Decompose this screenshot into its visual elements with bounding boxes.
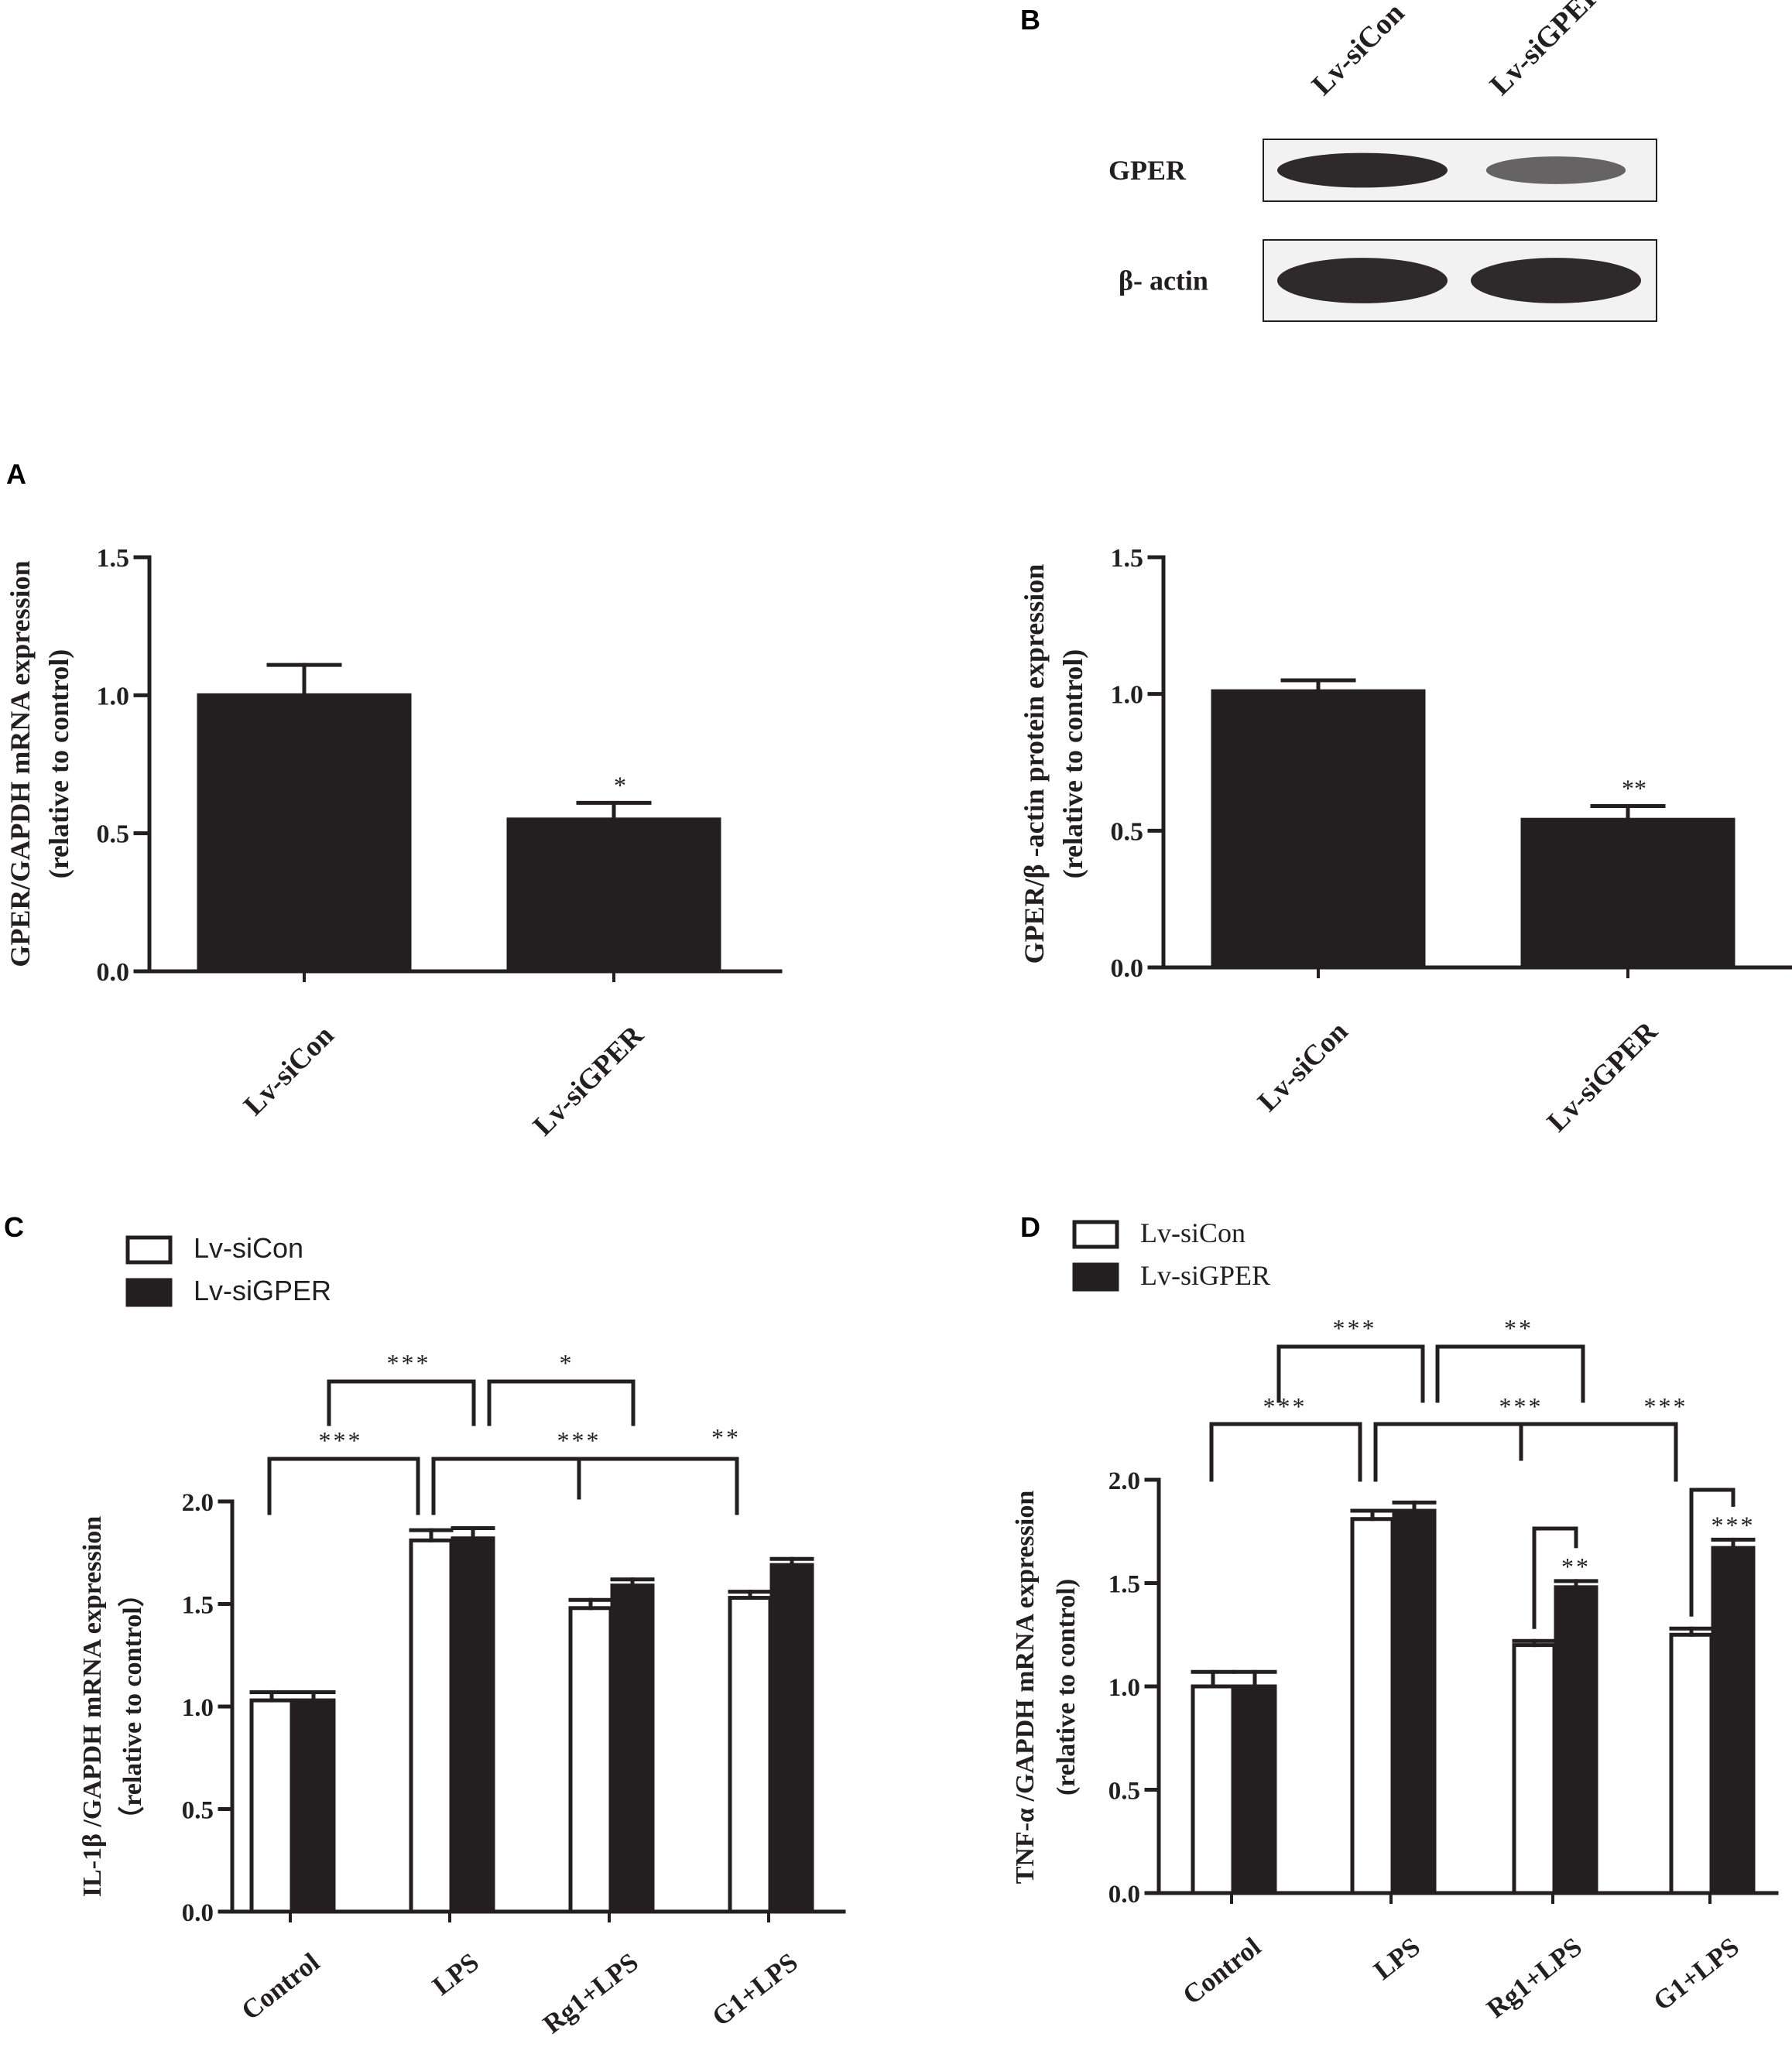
- bar: [1191, 1684, 1235, 1895]
- y-tick-label: 1.5: [182, 1592, 214, 1620]
- bar: [1669, 1632, 1714, 1895]
- blot-band: [1471, 258, 1641, 303]
- legend-swatch: [1072, 1220, 1119, 1249]
- legend-swatch: [125, 1278, 173, 1307]
- y-tick-label: 1.0: [97, 682, 130, 710]
- x-category-label: Lv-siCon: [238, 1019, 341, 1122]
- significance-label: **: [1504, 1314, 1533, 1342]
- y-tick-label: 2.0: [1108, 1467, 1140, 1495]
- legend-label: Lv-siCon: [1140, 1217, 1245, 1248]
- y-tick-label: 0.0: [182, 1899, 214, 1927]
- y-axis-label: (relative to control): [43, 649, 74, 879]
- significance-label: ***: [319, 1426, 363, 1454]
- bar: [197, 693, 412, 974]
- y-tick-label: 1.5: [1108, 1571, 1140, 1599]
- panel-letter-a: A: [6, 458, 26, 490]
- significance-label: **: [1561, 1553, 1591, 1580]
- bar: [506, 817, 721, 974]
- x-category-label: LPS: [1368, 1932, 1426, 1986]
- x-category-label: Control: [1177, 1931, 1266, 2010]
- significance-label: ***: [557, 1426, 601, 1454]
- bar: [1520, 817, 1735, 970]
- bar: [568, 1606, 613, 1914]
- bar: [1512, 1643, 1557, 1895]
- blot-row-label: GPER: [1108, 155, 1187, 186]
- bar: [451, 1536, 495, 1914]
- legend-swatch: [125, 1235, 173, 1265]
- x-category-label: G1+LPS: [706, 1947, 803, 2032]
- y-tick-label: 1.5: [97, 544, 130, 573]
- bar: [1232, 1684, 1277, 1895]
- significance-label: ***: [1263, 1392, 1307, 1420]
- panel-letter-d: D: [1020, 1211, 1040, 1243]
- x-category-label: Lv-siGPER: [527, 1019, 650, 1142]
- y-tick-label: 0.0: [97, 958, 130, 987]
- bar: [769, 1563, 814, 1914]
- y-axis-label: （relative to control）: [117, 1580, 147, 1832]
- y-tick-label: 2.0: [182, 1489, 214, 1517]
- significance-label: ***: [1333, 1314, 1377, 1342]
- blot-lane-label: Lv-siGPER: [1484, 0, 1610, 101]
- panel-letter-c: C: [4, 1211, 24, 1243]
- chart-c-il1b-mrna: 0.0 0.5 1.0 1.5 2.0 IL-1β /GAPDH mRNA express…: [78, 1232, 846, 2040]
- significance-label: ***: [387, 1349, 431, 1377]
- y-axis-label: GPER/β -actin protein expression: [1019, 564, 1050, 964]
- significance-label: ***: [1711, 1511, 1756, 1539]
- chart-d-tnfa-mrna: 0.0 0.5 1.0 1.5 2.0 TNF-α /GAPDH mRNA express…: [1011, 1217, 1779, 2025]
- bar: [1211, 689, 1426, 970]
- bar: [1350, 1517, 1395, 1895]
- y-axis-label: IL-1β /GAPDH mRNA expression: [78, 1516, 107, 1897]
- x-category-label: Control: [235, 1946, 325, 2025]
- bar: [610, 1583, 655, 1914]
- panel-letter-b: B: [1020, 4, 1040, 36]
- significance-label: ***: [1499, 1392, 1544, 1420]
- y-tick-label: 0.5: [1108, 1778, 1140, 1806]
- legend-label: Lv-siCon: [194, 1232, 303, 1264]
- y-tick-label: 0.0: [1111, 954, 1144, 983]
- significance-label: *: [614, 771, 626, 799]
- legend-label: Lv-siGPER: [1140, 1260, 1270, 1291]
- blot-band: [1277, 258, 1448, 303]
- significance-label: ***: [1644, 1392, 1688, 1420]
- y-axis-label: TNF-α /GAPDH mRNA expression: [1011, 1491, 1040, 1885]
- x-category-label: Rg1+LPS: [537, 1947, 644, 2040]
- chart-a-gper-mrna: 0.0 0.5 1.0 1.5 GPER/GAPDH mRNA expression (r…: [5, 544, 783, 1142]
- bar: [1711, 1546, 1756, 1895]
- y-tick-label: 0.5: [1111, 817, 1144, 846]
- bar: [728, 1596, 773, 1914]
- x-category-label: Lv-siGPER: [1541, 1015, 1664, 1138]
- significance-label: **: [711, 1423, 741, 1451]
- y-tick-label: 0.0: [1108, 1881, 1140, 1909]
- x-category-label: Lv-siCon: [1252, 1015, 1355, 1118]
- y-tick-label: 1.5: [1111, 544, 1144, 573]
- blot-lane-label: Lv-siCon: [1306, 0, 1411, 101]
- y-tick-label: 0.5: [97, 820, 130, 849]
- y-axis-label: (relative to control): [1052, 1579, 1081, 1796]
- y-tick-label: 1.0: [182, 1694, 214, 1722]
- bar: [291, 1698, 336, 1914]
- bar: [249, 1698, 294, 1914]
- bar: [1554, 1585, 1598, 1895]
- blot-row-label: β- actin: [1119, 265, 1208, 296]
- x-category-label: LPS: [427, 1947, 485, 2001]
- y-tick-label: 0.5: [182, 1797, 214, 1825]
- significance-label: *: [560, 1349, 574, 1377]
- x-category-label: Rg1+LPS: [1481, 1932, 1588, 2025]
- bar: [409, 1538, 454, 1914]
- y-axis-label: GPER/GAPDH mRNA expression: [5, 560, 36, 967]
- bar: [1392, 1508, 1437, 1895]
- y-tick-label: 1.0: [1108, 1674, 1140, 1702]
- legend-swatch: [1072, 1262, 1119, 1292]
- blot-band: [1485, 156, 1626, 184]
- chart-b-gper-protein: 0.0 0.5 1.0 1.5 GPER/β -actin protein expres…: [1019, 544, 1792, 1138]
- legend-label: Lv-siGPER: [194, 1275, 331, 1306]
- x-category-label: G1+LPS: [1647, 1932, 1745, 2017]
- western-blot: Lv-siCon Lv-siGPER GPER β- actin: [1108, 0, 1657, 322]
- y-tick-label: 1.0: [1111, 681, 1144, 710]
- blot-band: [1277, 152, 1448, 188]
- significance-label: **: [1622, 775, 1646, 803]
- y-axis-label: (relative to control): [1057, 649, 1088, 879]
